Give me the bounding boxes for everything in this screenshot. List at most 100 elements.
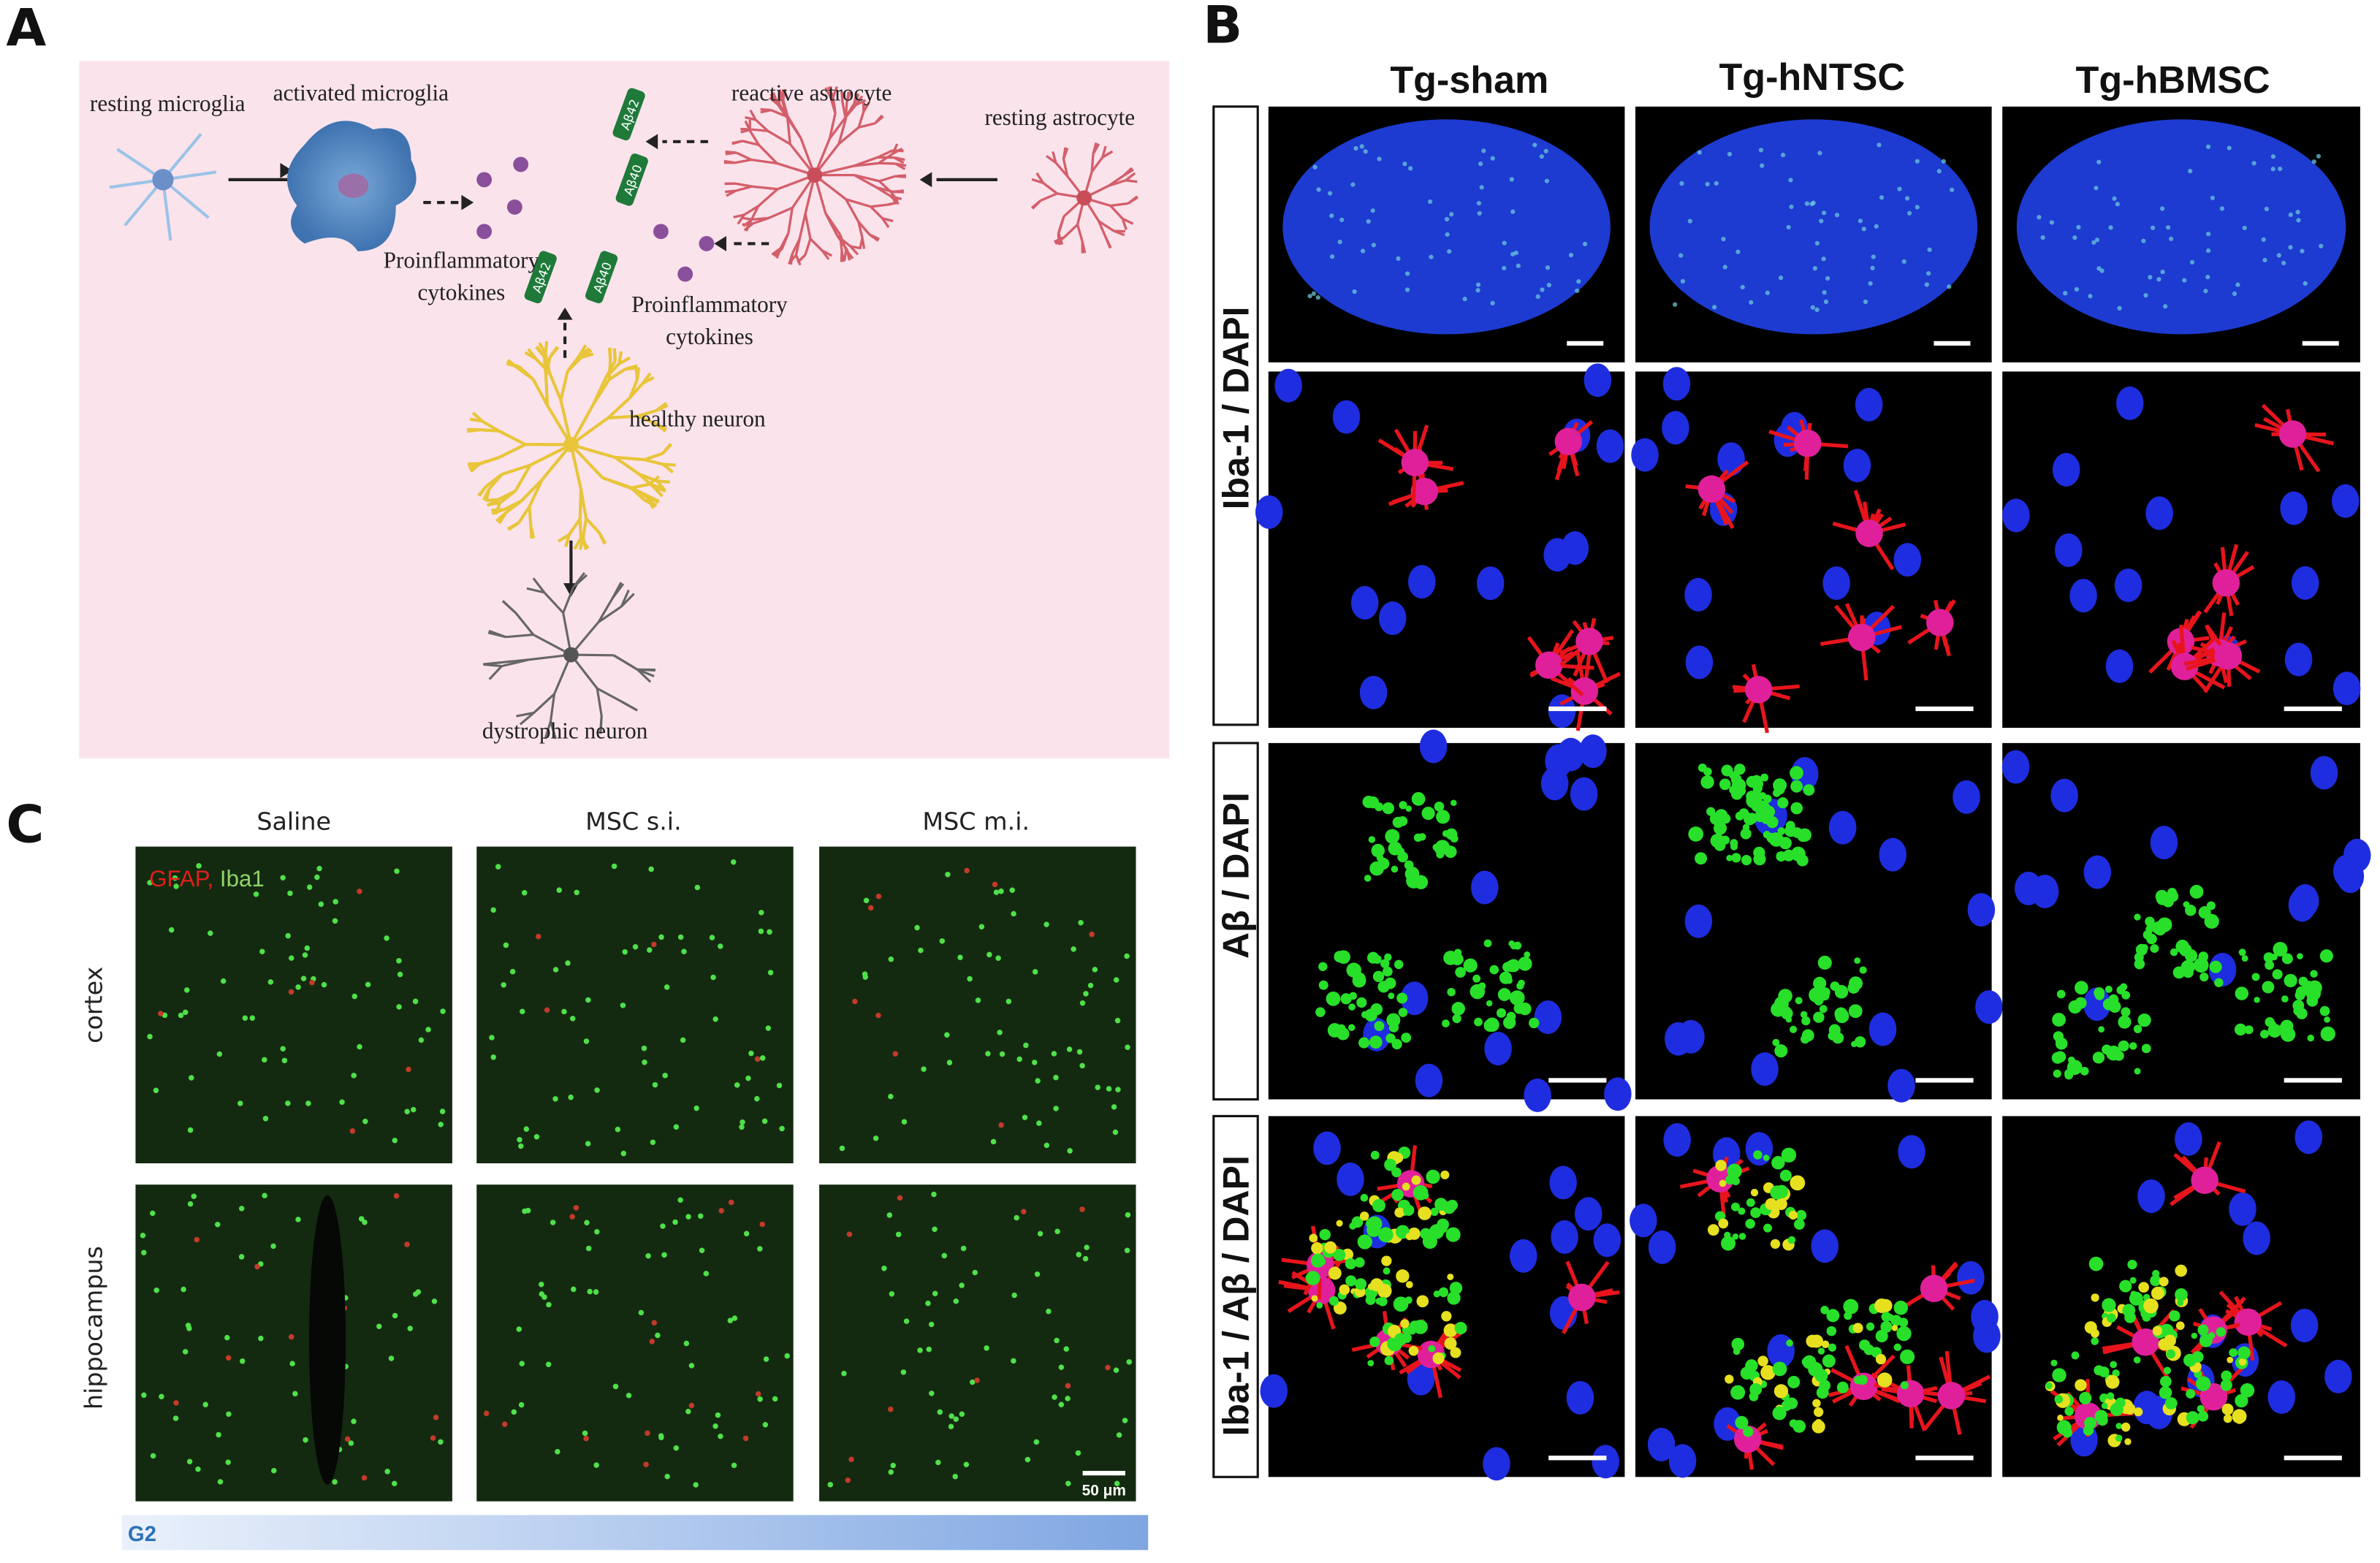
cell (1058, 1364, 1065, 1370)
branch (598, 531, 607, 544)
cell (545, 1361, 552, 1367)
plaque (1318, 962, 1328, 971)
nucleus (2336, 859, 2365, 894)
branch (735, 185, 753, 192)
nucleus (1548, 694, 1576, 729)
cell (518, 1143, 524, 1149)
nucleus (1717, 442, 1745, 476)
nucleus (1630, 1203, 1657, 1238)
cell (225, 1459, 231, 1465)
cell (693, 1105, 699, 1111)
plaque (1891, 1325, 1898, 1331)
nucleus (1684, 904, 1713, 938)
branch (870, 205, 883, 220)
branch (857, 221, 864, 239)
cell (718, 1208, 724, 1214)
plaque (1345, 1275, 1357, 1287)
cell (848, 1456, 854, 1463)
plaque (1789, 1419, 1798, 1428)
signal (1780, 153, 1786, 158)
branch (745, 116, 756, 121)
plaque (1486, 1000, 1493, 1007)
cell (1023, 1042, 1029, 1049)
plaque (2310, 970, 2318, 978)
signal (2303, 281, 2308, 286)
label: healthy neuron (629, 406, 766, 431)
nucleus (1957, 1260, 1985, 1295)
cell (963, 1461, 970, 1467)
branch (608, 414, 638, 420)
branch (837, 118, 847, 145)
branch (875, 186, 892, 198)
plaque (2167, 888, 2178, 898)
cell (1079, 1206, 1085, 1212)
signal (2108, 225, 2113, 230)
nucleus (1549, 1165, 1577, 1200)
nucleus (1313, 1131, 1341, 1165)
plaque (2129, 1291, 2143, 1306)
branch (731, 140, 743, 145)
signal (1863, 299, 1868, 305)
plaque (1386, 1013, 1401, 1027)
cell (1046, 1308, 1052, 1315)
plaque (1440, 1170, 1450, 1179)
signal (1721, 237, 1726, 242)
signal (1329, 213, 1334, 218)
plaque (1396, 992, 1408, 1004)
cell (839, 1145, 845, 1152)
plaque (2235, 986, 2249, 1000)
branch (573, 537, 582, 550)
label: resting microglia (90, 91, 246, 116)
cell (698, 1213, 704, 1219)
signal (2049, 220, 2054, 225)
cell (945, 871, 951, 878)
cell (490, 907, 496, 913)
plaque (2084, 1321, 2097, 1334)
branch (748, 130, 760, 146)
plaque (1340, 993, 1352, 1005)
cell (975, 997, 981, 1003)
cell (948, 1423, 954, 1430)
cell (593, 1462, 599, 1468)
cell (376, 1323, 382, 1329)
signal (1535, 294, 1540, 300)
signal (1680, 278, 1686, 284)
plaque (1518, 979, 1525, 987)
branch (507, 521, 520, 531)
stain-legend: GFAP, Iba1 (149, 866, 265, 891)
plaque (1750, 1207, 1761, 1218)
cell (784, 1353, 790, 1359)
branch (501, 658, 529, 664)
plaque (1726, 854, 1733, 862)
branch (751, 185, 778, 191)
branch (881, 217, 890, 229)
cell (1087, 982, 1094, 989)
cell (587, 1288, 593, 1295)
signal (2242, 225, 2247, 231)
cell (1058, 1402, 1065, 1407)
cell (929, 1391, 935, 1396)
signal (1408, 166, 1413, 171)
plaque (1752, 783, 1763, 794)
nucleus (2137, 1179, 2165, 1213)
plaque (2191, 1332, 2198, 1339)
cell (483, 1410, 490, 1417)
signal (2148, 275, 2153, 280)
signal (1444, 216, 1450, 222)
signal (2096, 159, 2102, 164)
branch (596, 688, 603, 716)
plaque (2050, 1359, 2058, 1366)
plaque (2260, 1030, 2269, 1039)
plaque (1441, 1311, 1452, 1322)
cell (194, 1236, 200, 1243)
plaque (2143, 1298, 2159, 1314)
cell (388, 1355, 395, 1361)
plaque (1731, 1337, 1745, 1351)
plaque (1814, 1419, 1823, 1427)
plaque (2106, 1045, 2121, 1061)
plaque (1432, 1352, 1445, 1365)
plaque (1822, 1354, 1836, 1368)
branch (809, 237, 824, 252)
signal (2156, 277, 2162, 282)
cell (238, 1254, 245, 1260)
